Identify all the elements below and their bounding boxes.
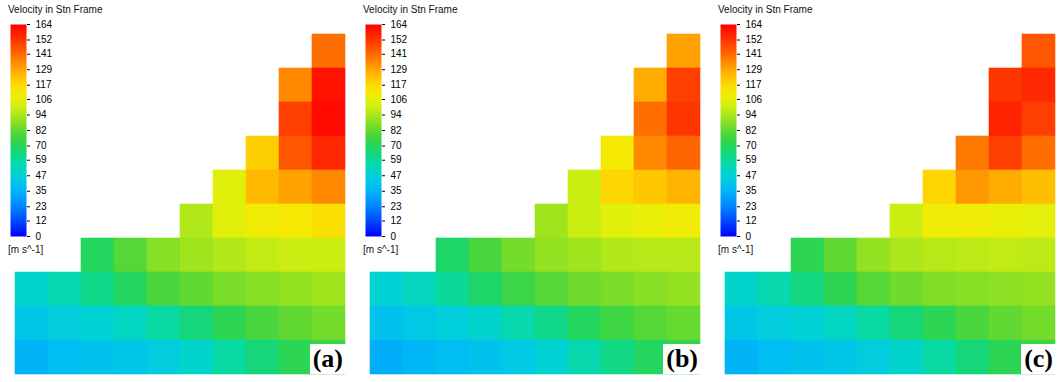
svg-text:47: 47 <box>391 170 403 181</box>
svg-text:129: 129 <box>746 64 763 75</box>
svg-text:152: 152 <box>391 34 408 45</box>
svg-text:70: 70 <box>36 140 48 151</box>
svg-text:164: 164 <box>36 19 53 30</box>
svg-text:12: 12 <box>391 215 403 226</box>
svg-text:12: 12 <box>36 215 48 226</box>
svg-text:164: 164 <box>746 19 763 30</box>
svg-text:82: 82 <box>391 125 403 136</box>
html-text:(a): (a) <box>312 344 343 373</box>
html-text:[m s^-1]: [m s^-1] <box>8 244 44 255</box>
html-text:Velocity in Stn Frame: Velocity in Stn Frame <box>718 4 813 15</box>
svg-text:0: 0 <box>746 231 752 242</box>
html-text:[m s^-1]: [m s^-1] <box>363 244 399 255</box>
svg-text:152: 152 <box>36 34 53 45</box>
svg-text:12: 12 <box>746 215 758 226</box>
svg-text:106: 106 <box>746 94 763 105</box>
svg-text:141: 141 <box>391 48 408 59</box>
svg-text:106: 106 <box>36 94 53 105</box>
svg-text:35: 35 <box>746 185 758 196</box>
html-text:Velocity in Stn Frame: Velocity in Stn Frame <box>8 4 103 15</box>
svg-text:0: 0 <box>391 231 397 242</box>
html-text:[m s^-1]: [m s^-1] <box>718 244 754 255</box>
svg-text:117: 117 <box>391 79 407 90</box>
svg-text:141: 141 <box>36 48 53 59</box>
svg-text:82: 82 <box>746 125 758 136</box>
svg-text:59: 59 <box>36 154 48 165</box>
svg-text:35: 35 <box>391 185 403 196</box>
html-text:(b): (b) <box>666 344 698 373</box>
svg-text:70: 70 <box>746 140 758 151</box>
svg-text:164: 164 <box>391 19 408 30</box>
svg-text:59: 59 <box>391 154 403 165</box>
svg-text:129: 129 <box>391 64 408 75</box>
svg-text:70: 70 <box>391 140 403 151</box>
svg-text:23: 23 <box>391 201 403 212</box>
svg-text:82: 82 <box>36 125 48 136</box>
svg-text:35: 35 <box>36 185 48 196</box>
svg-text:152: 152 <box>746 34 763 45</box>
svg-text:106: 106 <box>391 94 408 105</box>
svg-text:94: 94 <box>391 109 403 120</box>
svg-text:117: 117 <box>746 79 762 90</box>
html-text:(c): (c) <box>1024 344 1053 373</box>
svg-text:23: 23 <box>746 201 758 212</box>
svg-text:47: 47 <box>746 170 758 181</box>
svg-text:141: 141 <box>746 48 763 59</box>
svg-text:94: 94 <box>36 109 48 120</box>
svg-text:59: 59 <box>746 154 758 165</box>
svg-text:117: 117 <box>36 79 52 90</box>
svg-text:0: 0 <box>36 231 42 242</box>
svg-text:94: 94 <box>746 109 758 120</box>
svg-text:47: 47 <box>36 170 48 181</box>
svg-text:129: 129 <box>36 64 53 75</box>
svg-text:23: 23 <box>36 201 48 212</box>
html-text:Velocity in Stn Frame: Velocity in Stn Frame <box>363 4 458 15</box>
